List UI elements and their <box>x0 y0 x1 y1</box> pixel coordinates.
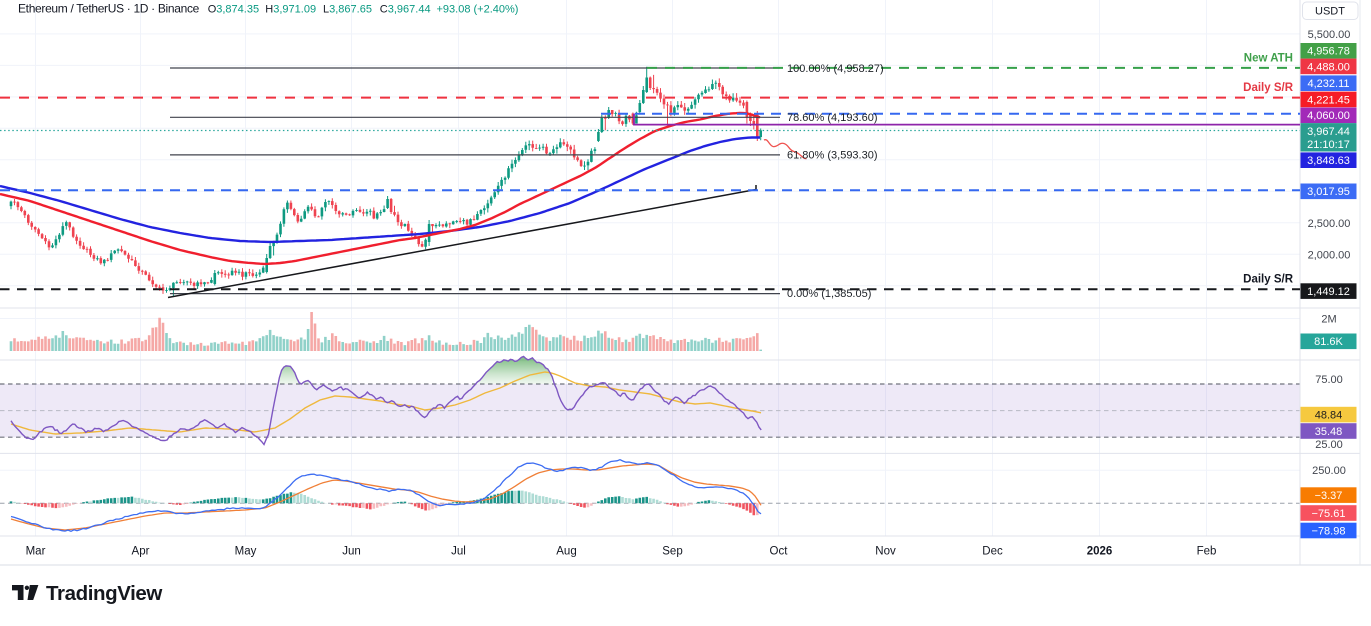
svg-text:4,232.11: 4,232.11 <box>1307 78 1349 90</box>
svg-text:−78.98: −78.98 <box>1312 525 1346 537</box>
svg-text:3,967.44: 3,967.44 <box>1307 126 1350 138</box>
svg-text:−3.37: −3.37 <box>1315 490 1343 502</box>
svg-text:Apr: Apr <box>132 546 150 558</box>
svg-text:3,017.95: 3,017.95 <box>1307 186 1350 198</box>
svg-text:78.60% (4,193.60): 78.60% (4,193.60) <box>787 112 878 124</box>
svg-text:250.00: 250.00 <box>1312 465 1346 477</box>
svg-text:Jul: Jul <box>451 546 466 558</box>
svg-text:Feb: Feb <box>1197 546 1217 558</box>
svg-text:61.80% (3,593.30): 61.80% (3,593.30) <box>787 150 878 162</box>
svg-text:New ATH: New ATH <box>1244 53 1293 65</box>
svg-text:0.00% (1,385.05): 0.00% (1,385.05) <box>787 288 871 300</box>
svg-text:May: May <box>235 546 257 558</box>
svg-text:Jun: Jun <box>342 546 361 558</box>
svg-text:Daily S/R: Daily S/R <box>1243 82 1294 94</box>
svg-text:25.00: 25.00 <box>1315 439 1343 451</box>
svg-text:4,488.00: 4,488.00 <box>1307 61 1350 73</box>
svg-text:5,500.00: 5,500.00 <box>1308 29 1351 41</box>
svg-text:3,848.63: 3,848.63 <box>1307 155 1350 167</box>
svg-text:Sep: Sep <box>662 546 682 558</box>
svg-text:100.00% (4,958.27): 100.00% (4,958.27) <box>787 63 884 75</box>
svg-text:4,060.00: 4,060.00 <box>1307 110 1350 122</box>
svg-text:Nov: Nov <box>875 546 896 558</box>
svg-text:1,449.12: 1,449.12 <box>1307 286 1350 298</box>
svg-text:21:10:17: 21:10:17 <box>1307 139 1350 151</box>
svg-text:Daily S/R: Daily S/R <box>1243 274 1294 286</box>
svg-text:Ethereum / TetherUS · 1D · Bin: Ethereum / TetherUS · 1D · Binance <box>18 2 200 16</box>
svg-text:2026: 2026 <box>1087 546 1113 558</box>
svg-text:48.84: 48.84 <box>1315 410 1343 422</box>
svg-text:75.00: 75.00 <box>1315 374 1343 386</box>
svg-text:Aug: Aug <box>556 546 576 558</box>
svg-text:2M: 2M <box>1321 314 1336 326</box>
svg-text:USDT: USDT <box>1315 6 1345 18</box>
svg-text:Oct: Oct <box>770 546 789 558</box>
svg-text:TradingView: TradingView <box>46 582 162 605</box>
svg-text:4,956.78: 4,956.78 <box>1307 46 1350 58</box>
svg-text:Dec: Dec <box>982 546 1003 558</box>
svg-text:Mar: Mar <box>26 546 46 558</box>
svg-text:2,000.00: 2,000.00 <box>1308 249 1351 261</box>
svg-text:4,221.45: 4,221.45 <box>1307 94 1350 106</box>
svg-text:2,500.00: 2,500.00 <box>1308 218 1351 230</box>
svg-text:81.6K: 81.6K <box>1314 336 1343 348</box>
svg-text:−75.61: −75.61 <box>1312 508 1346 520</box>
svg-text:35.48: 35.48 <box>1315 426 1343 438</box>
